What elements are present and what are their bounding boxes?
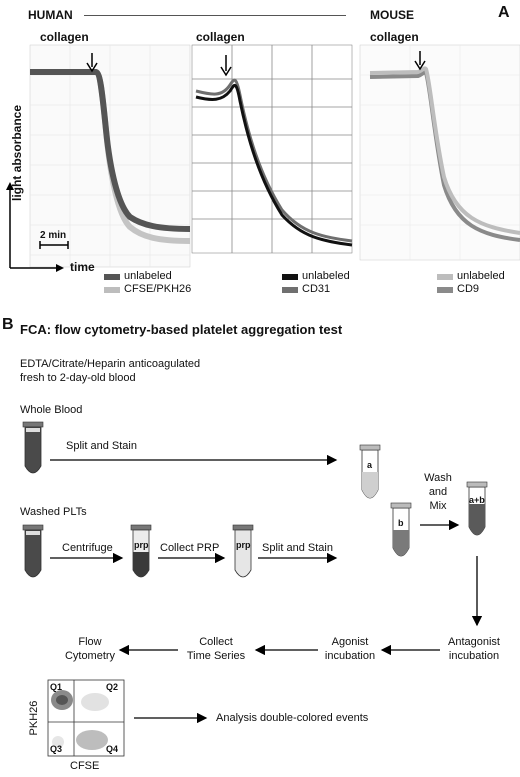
aggregation-trace-human-cd31 (191, 44, 353, 254)
legend-swatch (104, 287, 120, 293)
panel-b-title: FCA: flow cytometry-based platelet aggre… (20, 322, 343, 337)
legend-label: CFSE/PKH26 (124, 283, 192, 295)
species-divider-line (84, 15, 346, 16)
collagen-label-3: collagen (370, 30, 419, 44)
wash-label: Wash (424, 472, 452, 484)
legend-swatch (282, 287, 298, 293)
legend-swatch (104, 274, 120, 280)
scale-bar-label: 2 min (40, 230, 67, 241)
split-stain-label-1: Split and Stain (66, 440, 137, 452)
flow-cytometry-plot (47, 679, 125, 757)
analysis-label: Analysis double-colored events (216, 712, 369, 724)
quadrant-q4: Q4 (106, 744, 119, 754)
antagonist-label-2: incubation (448, 650, 500, 662)
whole-blood-label: Whole Blood (20, 404, 83, 416)
split-stain-label-2: Split and Stain (262, 542, 333, 554)
quadrant-q1: Q1 (50, 682, 63, 692)
flow-cytometry-label-1: Flow (78, 636, 102, 648)
collect-prp-label: Collect PRP (160, 542, 220, 554)
panel-a-letter: A (498, 4, 510, 21)
legend-swatch (282, 274, 298, 280)
antagonist-label-1: Antagonist (448, 636, 500, 648)
tube-b-label: b (398, 518, 404, 528)
quadrant-q2: Q2 (106, 682, 119, 692)
legend-label: CD31 (302, 283, 331, 295)
and-label: and (428, 486, 448, 498)
collect-ts-label-1: Collect (199, 636, 233, 648)
panel-b-letter: B (2, 316, 14, 333)
tube-a (359, 444, 381, 499)
centrifuged-tube (130, 524, 152, 578)
flow-x-axis-label: CFSE (70, 760, 100, 772)
collagen-label-1: collagen (40, 30, 89, 44)
aggregation-trace-mouse-cd9 (359, 44, 520, 261)
panel-a-axes (6, 182, 69, 272)
quadrant-q3: Q3 (50, 744, 63, 754)
aggregation-trace-human-cfse (29, 44, 191, 268)
washed-plts-tube (22, 524, 44, 578)
legend-label: unlabeled (124, 270, 172, 282)
legend-label: CD9 (457, 283, 480, 295)
prp-label-1: prp (134, 540, 149, 550)
whole-blood-tube (22, 421, 44, 474)
legend-label: unlabeled (302, 270, 350, 282)
prp-tube (232, 524, 254, 578)
legend-swatch (437, 287, 453, 293)
agonist-label-1: Agonist (331, 636, 369, 648)
flow-cytometry-label-2: Cytometry (64, 650, 116, 662)
mix-label: Mix (429, 500, 447, 512)
washed-plts-label: Washed PLTs (20, 506, 87, 518)
blood-description-line1: EDTA/Citrate/Heparin anticoagulated (20, 358, 201, 370)
human-label: HUMAN (28, 8, 73, 22)
tube-a-label: a (367, 460, 373, 470)
centrifuge-label: Centrifuge (62, 542, 113, 554)
tube-a-plus-b (466, 481, 488, 536)
prp-label-2: prp (236, 540, 251, 550)
legend-label: unlabeled (457, 270, 505, 282)
tube-b (390, 502, 412, 557)
flow-y-axis-label: PKH26 (28, 700, 40, 736)
tube-ab-label: a+b (469, 495, 485, 505)
blood-description-line2: fresh to 2-day-old blood (20, 372, 136, 384)
legend-swatch (437, 274, 453, 280)
agonist-label-2: incubation (324, 650, 376, 662)
collagen-label-2: collagen (196, 30, 245, 44)
mouse-label: MOUSE (370, 8, 415, 22)
x-axis-label: time (70, 260, 95, 274)
collect-ts-label-2: Time Series (186, 650, 246, 662)
